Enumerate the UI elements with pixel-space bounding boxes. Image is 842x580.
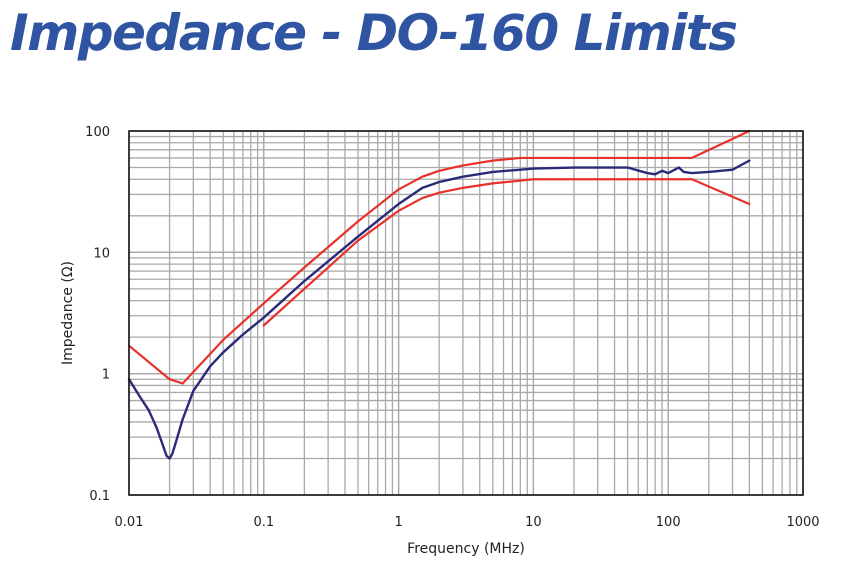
x-tick-label: 1 [394,515,402,530]
series-line-lower-limit [262,178,751,327]
x-tick-label: 10 [525,515,542,530]
x-axis-label: Frequency (MHz) [407,541,525,557]
page-title: Impedance - DO-160 Limits [10,4,738,62]
y-axis-label: Impedance (Ω) [60,261,76,365]
plot-frame [128,130,804,496]
y-tick-label: 100 [85,125,110,140]
x-tick-label: 0.1 [253,515,274,530]
x-tick-label: 100 [656,515,681,530]
x-tick-label: 0.01 [115,515,144,530]
series-line-upper-limit [127,129,751,385]
chart-series [127,129,751,460]
x-tick-label: 1000 [786,515,819,530]
y-axis-ticks: 0.1 1 10 100 [85,125,110,504]
y-tick-label: 1 [102,368,110,383]
chart-grid [128,130,804,496]
x-axis-ticks: 0.01 0.1 1 10 100 1000 [115,515,820,530]
y-tick-label: 0.1 [89,489,110,504]
series-line-measured [127,159,751,460]
y-tick-label: 10 [93,246,110,261]
